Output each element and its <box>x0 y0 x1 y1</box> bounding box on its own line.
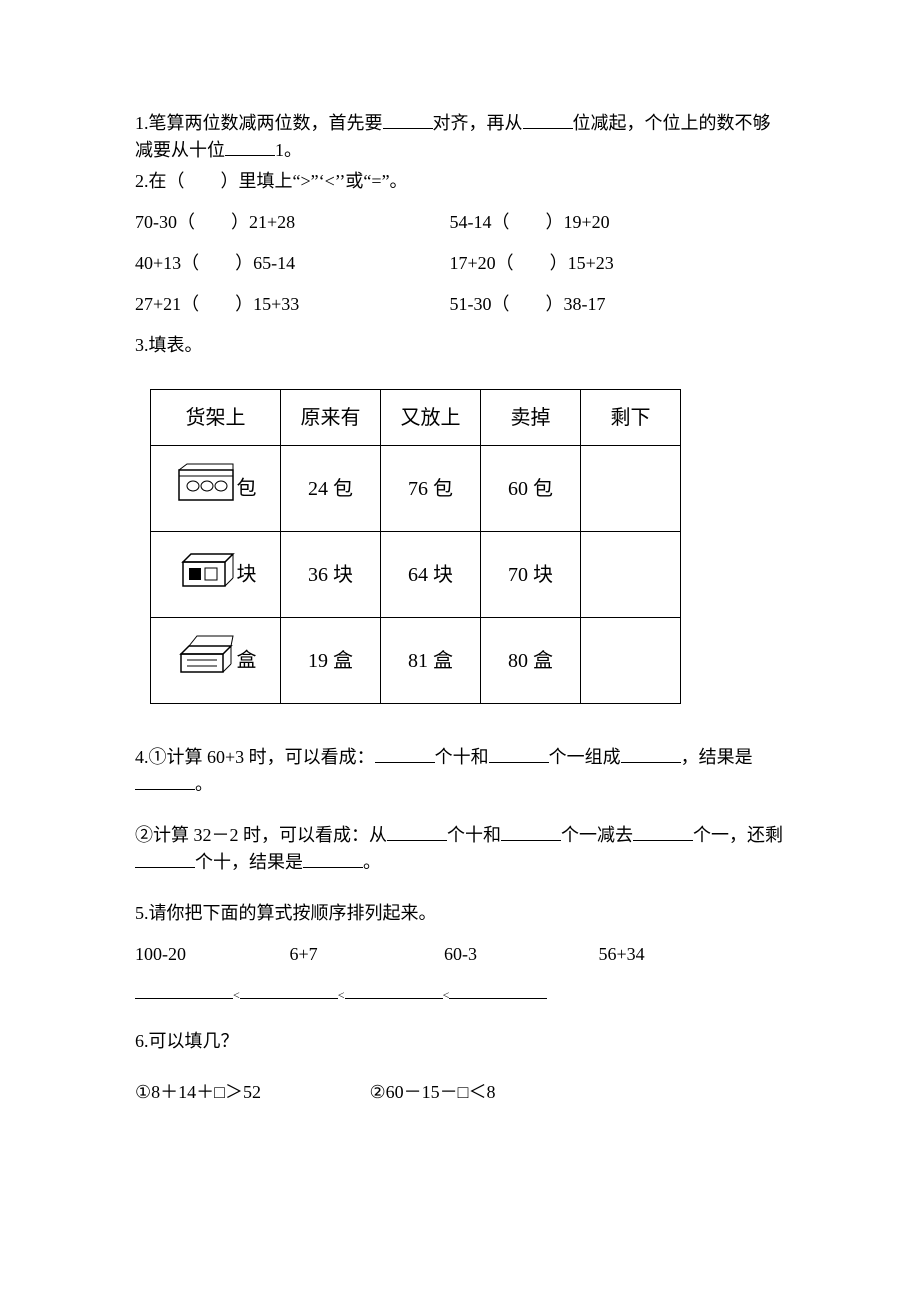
row1-c2: 76 包 <box>381 446 481 532</box>
lt3: < <box>443 988 450 1002</box>
row1-unit: 包 <box>237 478 257 500</box>
row2-item: 块 <box>151 532 281 618</box>
q1-blank-1[interactable] <box>383 111 433 129</box>
row2-c4[interactable] <box>581 532 681 618</box>
q4-2e: 个十，结果是 <box>195 852 303 872</box>
q5-op-2: 6+7 <box>290 941 440 968</box>
q5-op-4: 56+34 <box>599 941 749 968</box>
lt2: < <box>338 988 345 1002</box>
inventory-table: 货架上 原来有 又放上 卖掉 剩下 包 24 包 76 包 60 包 块 36 … <box>150 389 681 704</box>
q4-blank-2[interactable] <box>489 745 549 763</box>
question-4-part2: ②计算 32－2 时，可以看成：从 个十和 个一减去 个一，还剩个十，结果是 。 <box>135 822 785 876</box>
q4-1b: 个十和 <box>435 747 489 767</box>
row3-item: 盒 <box>151 618 281 704</box>
package-icon <box>175 462 237 515</box>
row3-c3: 80 盒 <box>481 618 581 704</box>
row3-unit: 盒 <box>237 650 257 672</box>
q2-r2-b: 17+20（ ）15+23 <box>450 250 760 277</box>
q4-2f: 。 <box>363 852 381 872</box>
q5-op-3: 60-3 <box>444 941 594 968</box>
row1-item: 包 <box>151 446 281 532</box>
q4-2c: 个一减去 <box>561 825 633 845</box>
table-header-row: 货架上 原来有 又放上 卖掉 剩下 <box>151 390 681 446</box>
row2-c3: 70 块 <box>481 532 581 618</box>
q6-b: ②60－15－□＜8 <box>370 1082 496 1102</box>
question-4-part1: 4.①计算 60+3 时，可以看成： 个十和 个一组成 ，结果是。 <box>135 744 785 798</box>
q4-blank-3[interactable] <box>621 745 681 763</box>
q1-text-d: 1。 <box>275 140 302 160</box>
q5-operands: 100-20 6+7 60-3 56+34 <box>135 941 785 968</box>
q4-blank-1[interactable] <box>375 745 435 763</box>
q4-blank-9[interactable] <box>303 850 363 868</box>
table-row: 块 36 块 64 块 70 块 <box>151 532 681 618</box>
question-1: 1.笔算两位数减两位数，首先要对齐，再从位减起，个位上的数不够减要从十位1。 <box>135 110 785 164</box>
th-added: 又放上 <box>381 390 481 446</box>
q2-row-2: 40+13（ ）65-14 17+20（ ）15+23 <box>135 250 785 277</box>
th-original: 原来有 <box>281 390 381 446</box>
q4-2d: 个一，还剩 <box>693 825 783 845</box>
row1-c1: 24 包 <box>281 446 381 532</box>
question-3-label: 3.填表。 <box>135 332 785 359</box>
question-5-label: 5.请你把下面的算式按顺序排列起来。 <box>135 900 785 927</box>
q4-1c: 个一组成 <box>549 747 621 767</box>
q4-blank-7[interactable] <box>633 823 693 841</box>
lt1: < <box>233 988 240 1002</box>
row3-c1: 19 盒 <box>281 618 381 704</box>
question-6-body: ①8＋14＋□＞52 ②60－15－□＜8 <box>135 1079 785 1106</box>
row3-c2: 81 盒 <box>381 618 481 704</box>
q5-blank-1[interactable] <box>135 991 233 999</box>
row1-c3: 60 包 <box>481 446 581 532</box>
q4-2a: ②计算 32－2 时，可以看成：从 <box>135 825 387 845</box>
th-sold: 卖掉 <box>481 390 581 446</box>
q1-text-a: 1.笔算两位数减两位数，首先要 <box>135 113 383 133</box>
q6-a: ①8＋14＋□＞52 <box>135 1079 365 1106</box>
q4-blank-5[interactable] <box>387 823 447 841</box>
q2-row-1: 70-30（ ）21+28 54-14（ ）19+20 <box>135 209 785 236</box>
q5-blank-4[interactable] <box>449 991 547 999</box>
row3-c4[interactable] <box>581 618 681 704</box>
q4-blank-4[interactable] <box>135 772 195 790</box>
q2-r1-a: 70-30（ ）21+28 <box>135 209 445 236</box>
q4-blank-8[interactable] <box>135 850 195 868</box>
row1-c4[interactable] <box>581 446 681 532</box>
q2-row-3: 27+21（ ）15+33 51-30（ ）38-17 <box>135 291 785 318</box>
q5-op-1: 100-20 <box>135 941 285 968</box>
q5-blank-2[interactable] <box>240 991 338 999</box>
table-row: 盒 19 盒 81 盒 80 盒 <box>151 618 681 704</box>
q1-blank-2[interactable] <box>523 111 573 129</box>
q4-2b: 个十和 <box>447 825 501 845</box>
question-6-label: 6.可以填几？ <box>135 1028 785 1055</box>
q2-r3-b: 51-30（ ）38-17 <box>450 291 760 318</box>
q1-blank-3[interactable] <box>225 138 275 156</box>
q2-r3-a: 27+21（ ）15+33 <box>135 291 445 318</box>
q4-1e: 。 <box>195 774 213 794</box>
q4-blank-6[interactable] <box>501 823 561 841</box>
q5-chain: < < < <box>135 986 785 1004</box>
row2-c2: 64 块 <box>381 532 481 618</box>
box-icon <box>175 634 237 687</box>
row2-c1: 36 块 <box>281 532 381 618</box>
th-remain: 剩下 <box>581 390 681 446</box>
q5-blank-3[interactable] <box>345 991 443 999</box>
q4-1d: ，结果是 <box>681 747 753 767</box>
q4-1a: 4.①计算 60+3 时，可以看成： <box>135 747 375 767</box>
table-row: 包 24 包 76 包 60 包 <box>151 446 681 532</box>
q2-r1-b: 54-14（ ）19+20 <box>450 209 760 236</box>
th-item: 货架上 <box>151 390 281 446</box>
q1-text-b: 对齐，再从 <box>433 113 523 133</box>
row2-unit: 块 <box>237 564 257 586</box>
q2-r2-a: 40+13（ ）65-14 <box>135 250 445 277</box>
question-2-label: 2.在（ ）里填上“>”‘<’’或“=”。 <box>135 168 785 195</box>
block-icon <box>175 548 237 601</box>
